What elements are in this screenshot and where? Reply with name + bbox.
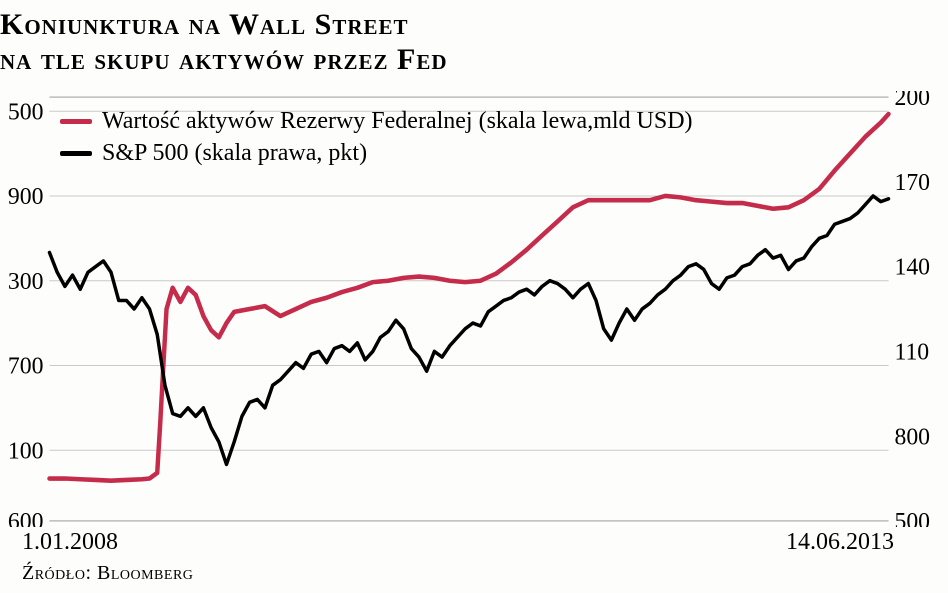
svg-text:800: 800 xyxy=(894,424,930,450)
svg-text:500: 500 xyxy=(8,99,44,125)
title-line-1: Koniunktura na Wall Street xyxy=(0,8,409,41)
chart-title: Koniunktura na Wall Street na tle skupu … xyxy=(0,8,938,77)
chart-plot-area: 600 100 700 300 900 500 500 800 110 140 170 200 War… xyxy=(0,91,938,527)
svg-text:500: 500 xyxy=(894,509,930,527)
x-axis-labels: 1.01.2008 14.06.2013 xyxy=(0,529,938,556)
legend-swatch-fed xyxy=(60,119,92,124)
x-start-label: 1.01.2008 xyxy=(22,529,118,556)
legend-row-sp500: S&P 500 (skala prawa, pkt) xyxy=(60,137,693,169)
source-value: Bloomberg xyxy=(97,562,193,584)
svg-text:600: 600 xyxy=(8,509,44,527)
chart-container: Koniunktura na Wall Street na tle skupu … xyxy=(0,0,948,593)
svg-text:110: 110 xyxy=(894,339,929,365)
legend-label-fed: Wartość aktywów Rezerwy Federalnej (skal… xyxy=(102,105,693,137)
source-label: Źródło: xyxy=(22,562,92,584)
legend-label-sp500: S&P 500 (skala prawa, pkt) xyxy=(102,137,367,169)
svg-text:900: 900 xyxy=(8,184,44,210)
svg-text:100: 100 xyxy=(8,438,44,464)
svg-text:200: 200 xyxy=(894,91,930,111)
title-line-2: na tle skupu aktywów przez Fed xyxy=(0,43,448,76)
chart-legend: Wartość aktywów Rezerwy Federalnej (skal… xyxy=(60,105,693,170)
svg-text:170: 170 xyxy=(894,170,930,196)
legend-swatch-sp500 xyxy=(60,151,92,156)
legend-row-fed: Wartość aktywów Rezerwy Federalnej (skal… xyxy=(60,105,693,137)
x-end-label: 14.06.2013 xyxy=(786,529,894,556)
source-row: Źródło: Bloomberg xyxy=(0,562,938,585)
svg-text:700: 700 xyxy=(8,353,44,379)
svg-text:300: 300 xyxy=(8,269,44,295)
svg-text:140: 140 xyxy=(894,254,930,280)
